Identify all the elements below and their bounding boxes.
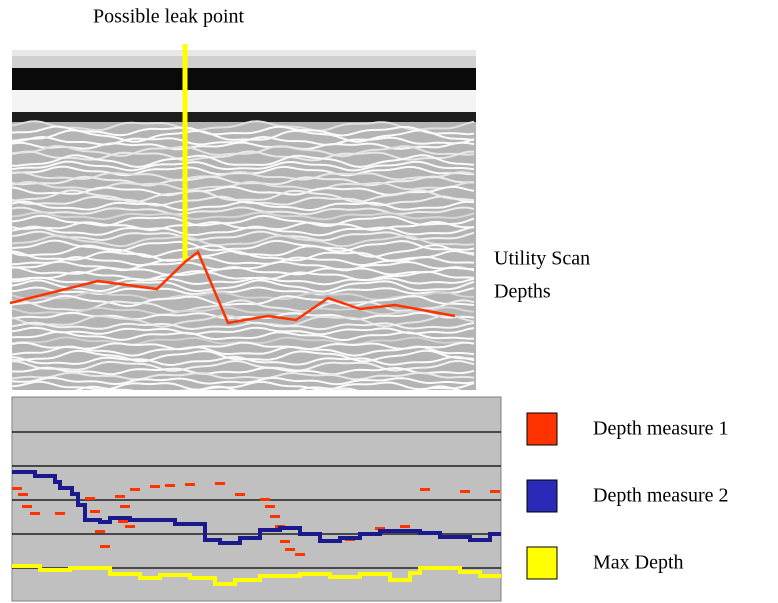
annotation: Possible leak point	[93, 6, 245, 28]
legend: Depth measure 1 Depth measure 2 Max Depth	[526, 412, 729, 580]
scan-label: Depths	[494, 281, 551, 303]
legend-swatch	[526, 546, 558, 580]
scan-label: Utility Scan	[494, 248, 590, 270]
legend-label: Max Depth	[593, 552, 684, 574]
legend-swatch	[526, 479, 558, 513]
legend-swatch	[526, 412, 558, 446]
legend-label: Depth measure 2	[593, 485, 729, 507]
legend-label: Depth measure 1	[593, 418, 729, 440]
depth-line	[9, 250, 456, 325]
scan-image	[12, 50, 476, 390]
max-depth-line	[12, 564, 501, 586]
depth-measure-2-line	[12, 470, 501, 545]
depth-panel	[11, 396, 502, 602]
